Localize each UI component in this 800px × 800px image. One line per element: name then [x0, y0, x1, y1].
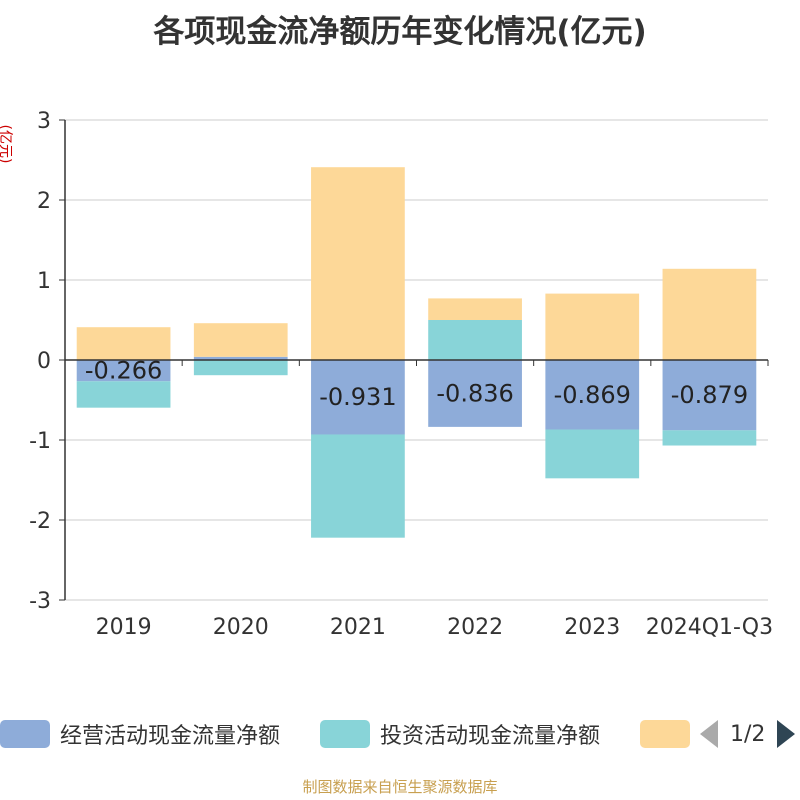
bar-series1-2022	[428, 320, 522, 360]
x-tick-label: 2019	[96, 615, 152, 640]
legend-item-investing[interactable]: 投资活动现金流量净额	[320, 716, 600, 752]
bar-series2-2024Q1-Q3	[662, 268, 757, 360]
bar-series0-2022	[428, 360, 522, 427]
bar-series1-2019	[76, 381, 171, 408]
legend-item-financing[interactable]	[640, 716, 690, 752]
bar-series0-2024Q1-Q3	[662, 360, 757, 431]
y-tick-label: -2	[29, 509, 51, 534]
legend-label-operating: 经营活动现金流量净额	[60, 724, 281, 749]
legend-swatch-investing	[320, 720, 370, 748]
bar-series0-2019	[76, 360, 171, 382]
legend-item-operating[interactable]: 经营活动现金流量净额	[0, 716, 280, 752]
chart-title: 各项现金流净额历年变化情况(亿元)	[153, 14, 647, 50]
data-label: -0.266	[85, 357, 162, 385]
x-tick-label: 2022	[447, 615, 503, 640]
bar-series2-2022	[428, 298, 522, 320]
y-tick-label: 3	[37, 109, 51, 134]
bar-series1-2020	[193, 360, 288, 376]
bar-series1-2023	[545, 429, 640, 479]
y-tick-label: -1	[29, 429, 51, 454]
y-tick-label: 0	[37, 349, 51, 374]
data-label: -0.836	[436, 379, 513, 407]
legend-next-icon[interactable]	[777, 720, 796, 748]
x-tick-label: 2024Q1-Q3	[646, 615, 773, 640]
legend-page-indicator: 1/2	[730, 721, 766, 747]
legend-pager: 1/2	[700, 716, 796, 752]
bar-series2-2023	[545, 293, 640, 360]
bar-series2-2019	[76, 327, 171, 360]
y-tick-label: 2	[37, 189, 51, 214]
data-label: -0.869	[554, 381, 631, 409]
data-label: -0.879	[671, 381, 748, 409]
bar-series1-2024Q1-Q3	[662, 430, 757, 446]
y-tick-label: 1	[37, 269, 51, 294]
bar-series0-2023	[545, 360, 640, 430]
bar-series0-2020	[193, 356, 288, 360]
legend-swatch-financing	[640, 720, 690, 748]
bar-series2-2020	[193, 323, 288, 357]
x-tick-label: 2020	[213, 615, 269, 640]
legend-swatch-operating	[0, 720, 50, 748]
y-tick-label: -3	[29, 589, 51, 614]
legend: 经营活动现金流量净额 投资活动现金流量净额 1/2	[0, 716, 800, 752]
source-note: 制图数据来自恒生聚源数据库	[302, 778, 498, 796]
x-tick-label: 2023	[564, 615, 620, 640]
legend-label-investing: 投资活动现金流量净额	[380, 724, 601, 749]
bar-series2-2021	[311, 167, 405, 360]
x-tick-label: 2021	[330, 615, 386, 640]
bar-series0-2021	[311, 360, 405, 435]
bar-series1-2021	[311, 434, 405, 538]
data-label: -0.931	[319, 383, 396, 411]
legend-prev-icon[interactable]	[700, 720, 718, 748]
